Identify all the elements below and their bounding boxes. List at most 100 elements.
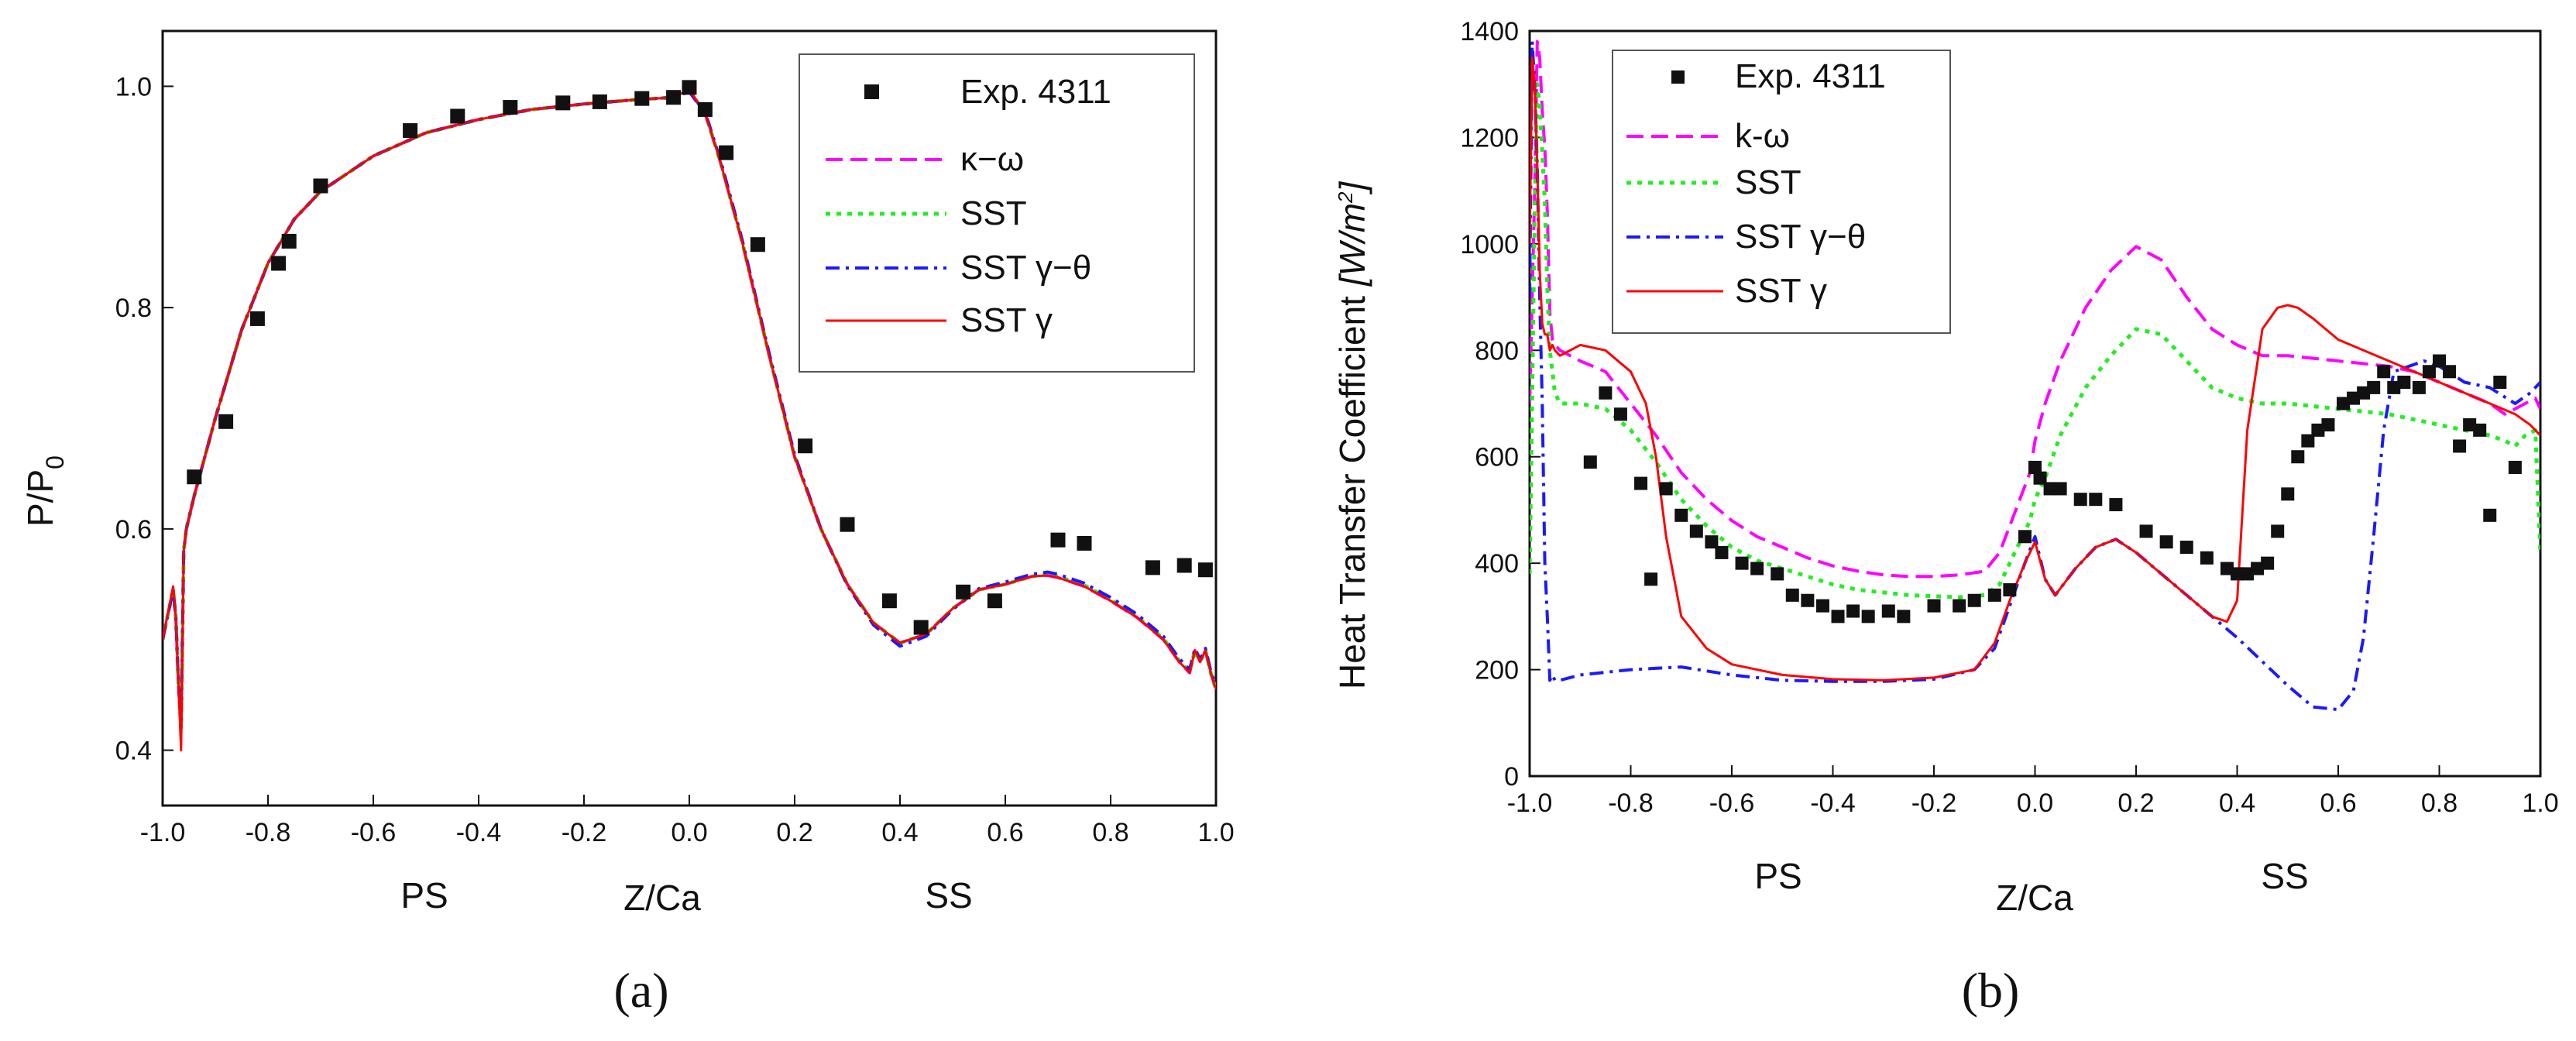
experiment-point <box>2109 498 2123 512</box>
x-tick-label: 1.0 <box>1197 818 1234 847</box>
experiment-point <box>555 95 571 111</box>
experiment-point <box>1750 562 1764 575</box>
experiment-point <box>2220 562 2234 575</box>
x-tick-label: 0.2 <box>2117 788 2154 818</box>
experiment-point <box>682 80 697 95</box>
experiment-point <box>2508 460 2522 474</box>
experiment-point <box>450 108 465 124</box>
experiment-point <box>1771 567 1784 581</box>
x-tick-label: -0.2 <box>562 818 607 847</box>
experiment-point <box>1815 599 1829 613</box>
y-tick-label: 1.0 <box>115 72 152 101</box>
y-tick-label: 1200 <box>1460 123 1519 153</box>
x-tick-label: 1.0 <box>2522 788 2558 818</box>
experiment-point <box>1644 572 1658 586</box>
y-tick-label: 0 <box>1504 762 1519 792</box>
experiment-point <box>2377 365 2391 379</box>
experiment-point <box>750 237 765 253</box>
legend-a-label-sst-gt: SST γ−θ <box>960 249 1091 287</box>
experiment-point <box>2473 423 2487 437</box>
experiment-point <box>2483 508 2497 522</box>
y-tick-label: 0.8 <box>115 294 152 323</box>
svg-text:P/P0: P/P0 <box>20 455 69 527</box>
panel-a-y-ticks: 0.4 0.6 0.8 1.0 <box>115 72 173 766</box>
experiment-point <box>2028 460 2042 474</box>
panel-a-series <box>163 88 1216 752</box>
experiment-point <box>2043 482 2057 496</box>
experiment-point <box>1967 593 1981 607</box>
experiment-point <box>1785 588 1799 602</box>
panel-b-y-label-text: Heat Transfer Coefficient <box>1332 286 1372 689</box>
x-tick-label: -1.0 <box>140 818 186 847</box>
experiment-point <box>2241 567 2255 581</box>
experiment-point <box>1801 593 1815 607</box>
experiment-point <box>840 517 855 532</box>
x-tick-label: -0.2 <box>1911 788 1957 818</box>
experiment-point <box>913 620 929 635</box>
experiment-point <box>2033 471 2047 485</box>
panel-a-side-label-ps: PS <box>400 875 448 916</box>
experiment-point <box>1050 532 1066 548</box>
experiment-point <box>592 94 607 109</box>
experiment-point <box>2367 380 2381 394</box>
panel-b-y-ticks: 0 200 400 600 800 1000 1200 1400 <box>1460 17 1540 792</box>
panel-b-y-axis-label: Heat Transfer Coefficient [W/m2] <box>1332 181 1372 690</box>
experiment-point <box>2251 562 2265 575</box>
experiment-point <box>956 584 971 600</box>
x-tick-label: 0.4 <box>2219 788 2255 818</box>
x-tick-label: 0.6 <box>987 818 1023 847</box>
panel-b-x-ticks: -1.0 -0.8 -0.6 -0.4 -0.2 0.0 0.2 0.4 0.6 0.8 1.0 <box>1507 765 2559 818</box>
x-tick-label: -0.8 <box>1608 788 1654 818</box>
x-tick-label: 0.4 <box>881 818 918 847</box>
panel-b-legend: Exp. 4311 k-ω SST SST γ−θ SST γ <box>1612 50 1951 334</box>
panel-a: -1.0 -0.8 -0.6 -0.4 -0.2 0.0 0.2 0.4 0.6 0.8 1.0 0… <box>20 29 1235 1018</box>
legend-b-label-sst-g: SST γ <box>1735 272 1827 310</box>
x-tick-label: 0.6 <box>2320 788 2356 818</box>
experiment-point <box>634 91 650 106</box>
experiment-point <box>2412 380 2426 394</box>
experiment-point <box>1613 407 1627 421</box>
panel-a-x-axis-label: Z/Ca <box>623 878 701 918</box>
experiment-point <box>2003 583 2017 596</box>
experiment-point <box>281 233 297 249</box>
experiment-point <box>403 123 418 139</box>
svg-text:Heat Transfer Coefficient [W/m: Heat Transfer Coefficient [W/m2] <box>1332 181 1372 690</box>
experiment-point <box>2311 423 2325 437</box>
experiment-point <box>2321 417 2335 431</box>
legend-b-label-kw: k-ω <box>1735 117 1790 155</box>
experiment-point <box>2357 386 2371 400</box>
experiment-point <box>798 438 813 454</box>
experiment-point <box>249 311 265 326</box>
experiment-point <box>1987 588 2001 602</box>
experiment-point <box>187 469 202 485</box>
experiment-point <box>1077 535 1092 551</box>
legend-a-label-kw: κ−ω <box>960 140 1024 178</box>
x-tick-label: -0.4 <box>1810 788 1856 818</box>
y-tick-label: 400 <box>1475 549 1519 579</box>
experiment-point <box>1831 610 1845 624</box>
experiment-point <box>2301 434 2315 448</box>
experiment-point <box>2463 417 2477 431</box>
experiment-point <box>2337 397 2351 411</box>
legend-a-label-sst: SST <box>960 194 1027 232</box>
experiment-point <box>1689 524 1703 538</box>
x-tick-label: 0.8 <box>1092 818 1128 847</box>
experiment-point <box>2073 493 2087 507</box>
panel-a-x-ticks: -1.0 -0.8 -0.6 -0.4 -0.2 0.0 0.2 0.4 0.6 0.8 1.0 <box>140 795 1235 847</box>
experiment-point <box>1861 610 1875 624</box>
x-tick-label: -0.6 <box>1709 788 1755 818</box>
y-tick-label: 1400 <box>1460 17 1519 46</box>
legend-a-label-sst-g: SST γ <box>960 301 1053 339</box>
x-tick-label: 0.0 <box>671 818 707 847</box>
panel-a-experiment-points <box>187 80 1213 635</box>
experiment-point <box>697 101 713 117</box>
experiment-point <box>1197 562 1213 578</box>
series-line-SST-γ <box>163 88 1216 752</box>
experiment-point <box>2261 556 2275 570</box>
experiment-point <box>1735 556 1749 570</box>
panel-a-side-label-ss: SS <box>925 875 972 916</box>
experiment-point <box>719 145 734 160</box>
experiment-point <box>2397 376 2411 390</box>
panel-a-caption: (a) <box>613 963 668 1018</box>
